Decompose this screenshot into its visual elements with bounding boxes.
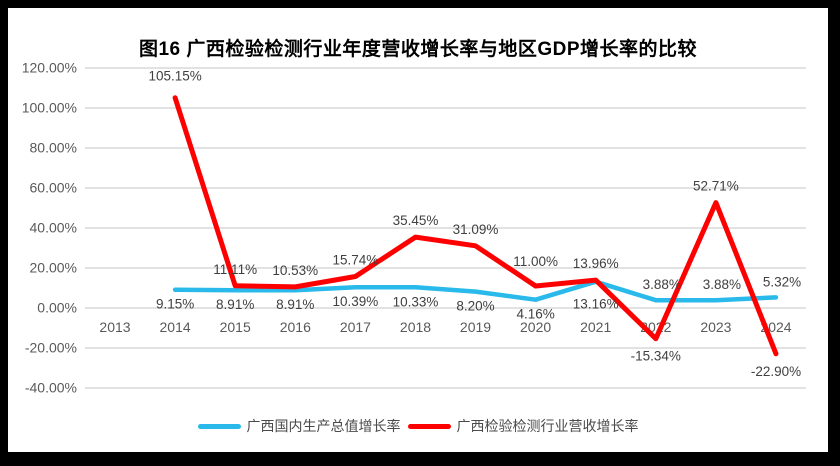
svg-text:20.00%: 20.00%: [30, 260, 77, 276]
svg-text:3.88%: 3.88%: [703, 277, 741, 292]
chart-legend: 广西国内生产总值增长率 广西检验检测行业营收增长率: [8, 416, 828, 436]
svg-text:9.15%: 9.15%: [156, 297, 194, 312]
svg-text:3.88%: 3.88%: [643, 277, 681, 292]
svg-text:40.00%: 40.00%: [30, 220, 77, 236]
svg-text:2017: 2017: [340, 319, 371, 335]
line-chart: 120.00% 100.00% 80.00% 60.00% 40.00% 20.00% 0.…: [22, 60, 806, 396]
svg-text:52.71%: 52.71%: [693, 179, 739, 194]
svg-text:-22.90%: -22.90%: [751, 364, 801, 379]
svg-text:-40.00%: -40.00%: [25, 380, 77, 396]
svg-text:100.00%: 100.00%: [22, 100, 77, 116]
svg-text:2019: 2019: [460, 319, 491, 335]
revenue-line-sample-icon: [407, 423, 451, 429]
svg-text:13.96%: 13.96%: [573, 256, 619, 271]
svg-text:10.53%: 10.53%: [272, 263, 318, 278]
svg-text:120.00%: 120.00%: [22, 60, 77, 76]
svg-text:60.00%: 60.00%: [30, 180, 77, 196]
svg-text:0.00%: 0.00%: [37, 300, 77, 316]
svg-text:5.32%: 5.32%: [763, 274, 801, 289]
svg-text:10.33%: 10.33%: [393, 294, 439, 309]
svg-text:105.15%: 105.15%: [148, 69, 201, 84]
legend-label-gdp: 广西国内生产总值增长率: [246, 418, 401, 434]
legend-item-gdp: 广西国内生产总值增长率: [197, 416, 401, 436]
svg-text:13.16%: 13.16%: [573, 297, 619, 312]
svg-text:80.00%: 80.00%: [30, 140, 77, 156]
svg-text:2021: 2021: [580, 319, 611, 335]
svg-text:8.91%: 8.91%: [216, 297, 254, 312]
svg-text:2016: 2016: [280, 319, 311, 335]
svg-text:35.45%: 35.45%: [393, 213, 439, 228]
svg-text:2015: 2015: [220, 319, 251, 335]
svg-text:8.91%: 8.91%: [276, 297, 314, 312]
svg-text:2013: 2013: [99, 319, 130, 335]
svg-text:15.74%: 15.74%: [333, 253, 379, 268]
chart-panel: 图16 广西检验检测行业年度营收增长率与地区GDP增长率的比较 120.00% 1…: [8, 8, 828, 452]
svg-text:11.11%: 11.11%: [213, 262, 257, 277]
svg-text:-20.00%: -20.00%: [25, 340, 77, 356]
legend-item-revenue: 广西检验检测行业营收增长率: [407, 416, 639, 436]
chart-title: 图16 广西检验检测行业年度营收增长率与地区GDP增长率的比较: [138, 39, 698, 60]
svg-text:2020: 2020: [520, 319, 551, 335]
svg-text:4.16%: 4.16%: [516, 307, 554, 322]
svg-text:8.20%: 8.20%: [456, 299, 494, 314]
legend-label-revenue: 广西检验检测行业营收增长率: [456, 418, 639, 434]
svg-text:-15.34%: -15.34%: [631, 349, 681, 364]
svg-text:2023: 2023: [700, 319, 731, 335]
svg-text:2018: 2018: [400, 319, 431, 335]
svg-text:2014: 2014: [160, 319, 191, 335]
svg-text:31.09%: 31.09%: [453, 222, 499, 237]
svg-text:10.39%: 10.39%: [333, 294, 379, 309]
svg-text:11.00%: 11.00%: [513, 254, 558, 269]
gdp-line-sample-icon: [197, 423, 241, 429]
